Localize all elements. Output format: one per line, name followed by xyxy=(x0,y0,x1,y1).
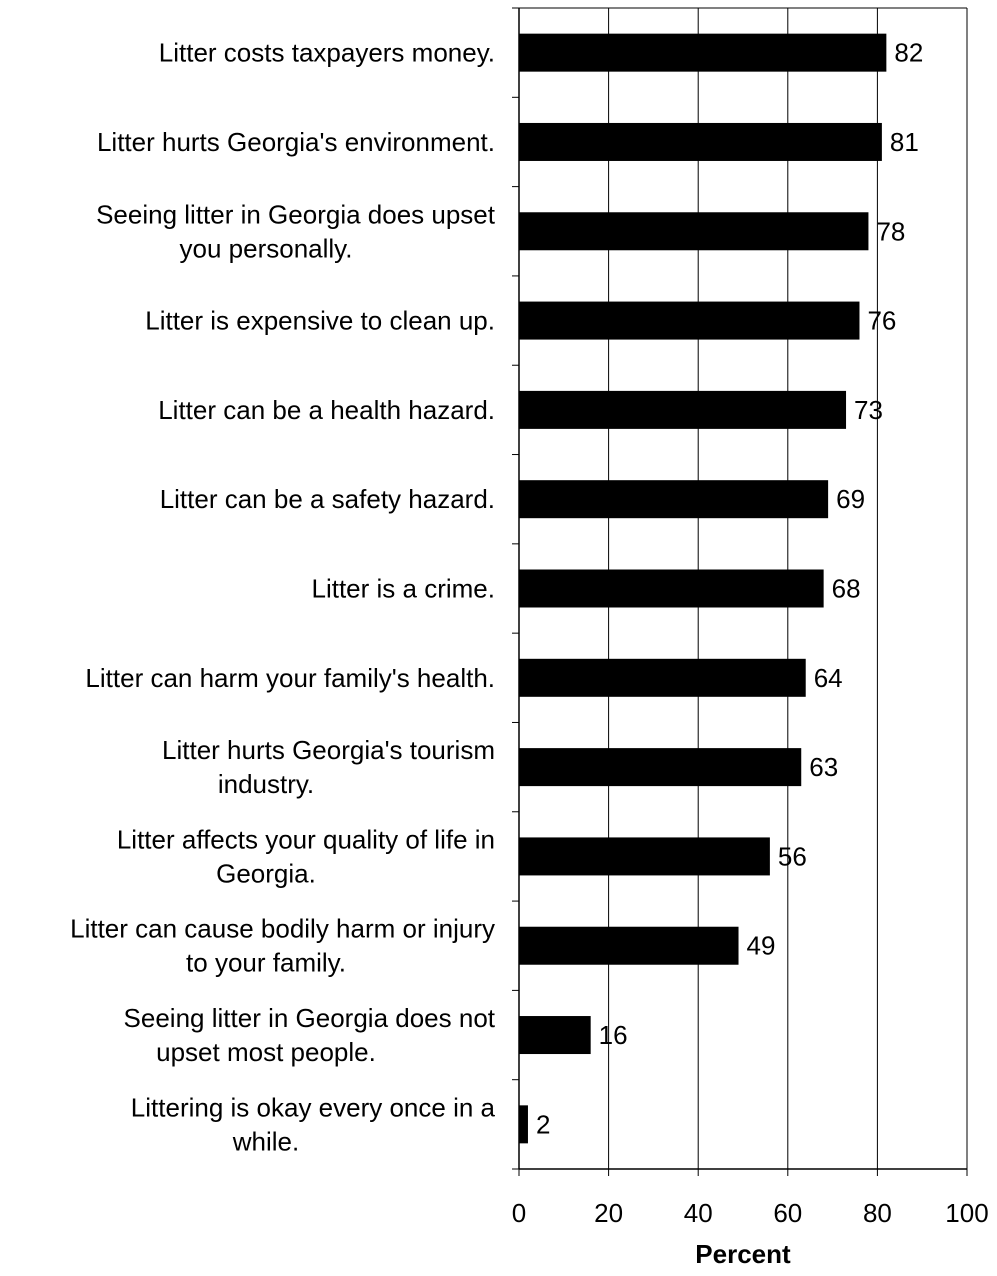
data-label: 2 xyxy=(536,1109,550,1139)
category-label: you personally. xyxy=(180,233,353,263)
category-label: Litter can harm your family's health. xyxy=(85,663,495,693)
category-label: Litter is expensive to clean up. xyxy=(145,306,495,336)
x-tick-label: 40 xyxy=(684,1198,713,1228)
bar xyxy=(519,212,869,251)
data-label: 73 xyxy=(854,395,883,425)
data-label: 68 xyxy=(832,574,861,604)
category-label: Litter can cause bodily harm or injury xyxy=(70,914,495,944)
x-tick-label: 80 xyxy=(863,1198,892,1228)
axes xyxy=(512,7,968,1176)
category-label: Litter is a crime. xyxy=(312,574,496,604)
data-label: 76 xyxy=(867,306,896,336)
x-tick-label: 20 xyxy=(594,1198,623,1228)
bar xyxy=(519,33,887,72)
x-tick-label: 60 xyxy=(773,1198,802,1228)
x-tick-label: 100 xyxy=(945,1198,988,1228)
bar xyxy=(519,1105,528,1144)
x-tick-label: 0 xyxy=(512,1198,526,1228)
bar xyxy=(519,390,847,429)
bar xyxy=(519,837,770,876)
category-label: Georgia. xyxy=(216,858,316,888)
bar xyxy=(519,926,739,965)
data-label: 69 xyxy=(836,484,865,514)
category-label: Littering is okay every once in a xyxy=(131,1092,496,1122)
category-label: Litter hurts Georgia's environment. xyxy=(97,127,495,157)
category-label: industry. xyxy=(218,769,314,799)
category-label: upset most people. xyxy=(156,1037,376,1067)
category-label: Litter can be a health hazard. xyxy=(158,395,495,425)
data-label: 16 xyxy=(599,1020,628,1050)
category-label: Litter hurts Georgia's tourism xyxy=(162,735,495,765)
bars xyxy=(519,33,887,1144)
bar xyxy=(519,569,824,608)
data-label: 78 xyxy=(876,216,905,246)
data-label: 49 xyxy=(747,931,776,961)
x-axis-title: Percent xyxy=(695,1239,791,1269)
bar xyxy=(519,122,882,161)
data-label: 63 xyxy=(809,752,838,782)
bar xyxy=(519,480,829,519)
bar xyxy=(519,748,802,787)
data-label: 81 xyxy=(890,127,919,157)
bar xyxy=(519,658,806,697)
data-label: 56 xyxy=(778,841,807,871)
bar xyxy=(519,301,860,340)
labels: 0 20 40 60 80 100 82 Litter costs taxpayers mon… xyxy=(70,38,989,1228)
category-label: while. xyxy=(232,1126,299,1156)
category-label: Litter can be a safety hazard. xyxy=(160,484,495,514)
data-label: 82 xyxy=(894,38,923,68)
category-label: Litter costs taxpayers money. xyxy=(159,38,495,68)
bar xyxy=(519,1016,591,1055)
category-label: Litter affects your quality of life in xyxy=(117,824,495,854)
data-label: 64 xyxy=(814,663,843,693)
category-label: Seeing litter in Georgia does not xyxy=(124,1003,496,1033)
category-label: Seeing litter in Georgia does upset xyxy=(96,199,496,229)
category-label: to your family. xyxy=(186,948,346,978)
